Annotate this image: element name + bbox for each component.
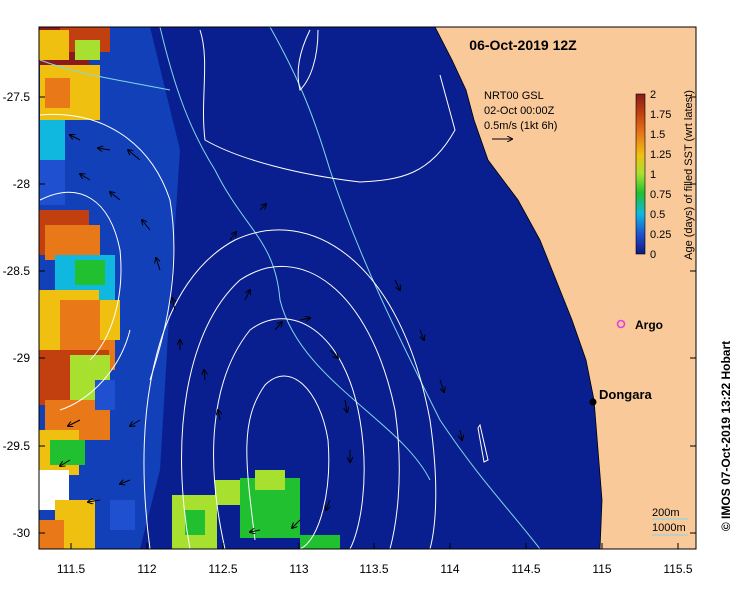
sst-age-patches-west (39, 27, 135, 549)
colorbar-tick-label: 1.75 (650, 109, 671, 121)
depth-legend-200m-label: 200m (652, 507, 680, 519)
colorbar-title: Age (days) of filled SST (wrt latest) (683, 90, 695, 260)
x-tick-label: 115.5 (663, 562, 692, 576)
current-date-label: 02-Oct 00:00Z (484, 105, 555, 117)
y-tick-label: -28.5 (3, 264, 31, 278)
colorbar-tick-label: 0 (650, 249, 656, 261)
current-product-label: NRT00 GSL (484, 90, 544, 102)
colorbar-ticks: 2 1.75 1.5 1.25 1 0.75 0.5 0.25 0 (650, 89, 671, 261)
argo-float-marker (616, 319, 626, 329)
imos-credit: © IMOS 07-Oct-2019 13:22 Hobart (719, 341, 733, 531)
y-tick-label: -29 (13, 351, 31, 365)
x-tick-label: 112 (137, 562, 156, 576)
depth-legend-1000m-label: 1000m (652, 522, 686, 534)
x-axis (70, 543, 679, 549)
colorbar-tick-label: 1.25 (650, 149, 671, 161)
plot-frame (38, 26, 697, 550)
colorbar-tick-label: 0.5 (650, 209, 665, 221)
dongara-town-marker (589, 398, 597, 406)
colorbar-tick-label: 0.25 (650, 229, 671, 241)
plot-area (39, 27, 696, 549)
filled-sst-dark-region (140, 27, 600, 549)
map-title: 06-Oct-2019 12Z (469, 37, 577, 53)
colorbar-tick-label: 0.75 (650, 189, 671, 201)
colorbar-tick-label: 1.5 (650, 129, 665, 141)
x-tick-label: 112.5 (208, 562, 237, 576)
current-vectors (60, 135, 462, 532)
sst-age-patches-south (172, 470, 340, 549)
dongara-label: Dongara (599, 387, 653, 402)
x-tick-label: 114.5 (511, 562, 540, 576)
x-tick-label: 114 (440, 562, 459, 576)
y-tick-label: -29.5 (3, 439, 31, 453)
bathymetry-lines (39, 27, 541, 549)
y-axis-labels: -27.5 -28 -28.5 -29 -29.5 -30 (3, 90, 31, 540)
y-tick-label: -30 (13, 526, 31, 540)
x-tick-label: 113 (289, 562, 308, 576)
ssh-contours (39, 29, 489, 549)
colorbar-tick-label: 1 (650, 169, 656, 181)
x-tick-label: 115 (592, 562, 611, 576)
y-axis (39, 96, 696, 534)
y-tick-label: -28 (13, 177, 31, 191)
colorbar (635, 93, 646, 255)
x-axis-labels: 111.5 112 112.5 113 113.5 114 114.5 115 … (57, 562, 693, 576)
argo-label: Argo (635, 318, 663, 332)
current-scale-label: 0.5m/s (1kt 6h) (484, 120, 557, 132)
land-coastline (434, 27, 696, 549)
colorbar-tick-label: 2 (650, 89, 656, 101)
y-tick-label: -27.5 (3, 90, 31, 104)
x-tick-label: 113.5 (359, 562, 388, 576)
x-tick-label: 111.5 (57, 562, 86, 576)
